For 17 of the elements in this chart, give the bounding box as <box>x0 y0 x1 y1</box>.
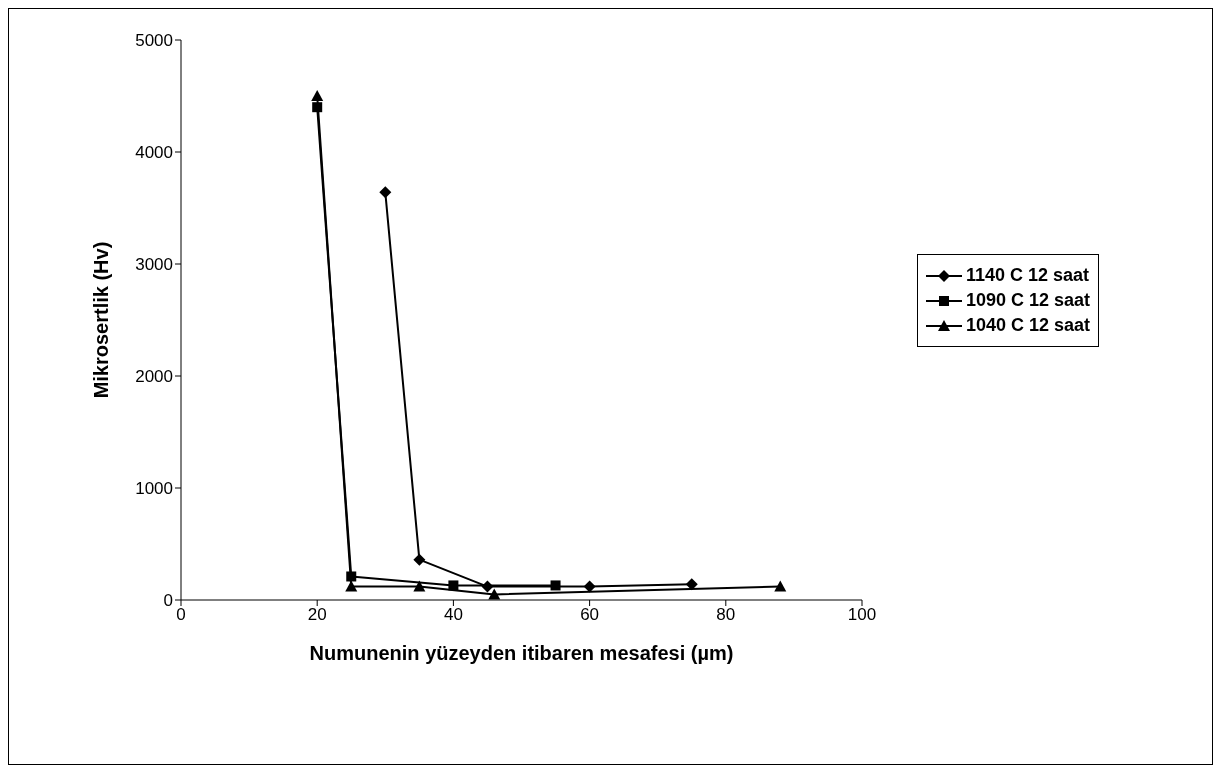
x-axis-title: Numunenin yüzeyden itibaren mesafesi (µm) <box>309 642 734 665</box>
y-tick-label: 0 <box>163 591 173 611</box>
x-tick-label: 40 <box>443 605 463 625</box>
x-tick-label: 0 <box>176 605 186 625</box>
y-tick-label: 4000 <box>135 143 173 163</box>
x-tick-label: 100 <box>847 605 877 625</box>
legend-label: 1040 C 12 saat <box>966 315 1091 336</box>
x-tick-label: 20 <box>307 605 327 625</box>
y-axis-title: Mikrosertlik (Hv) <box>90 241 113 399</box>
legend-label: 1140 C 12 saat <box>966 265 1090 286</box>
y-tick-label: 1000 <box>135 479 173 499</box>
x-tick-label: 80 <box>716 605 736 625</box>
y-tick-label: 5000 <box>135 31 173 51</box>
x-tick-label: 60 <box>580 605 600 625</box>
y-tick-label: 2000 <box>135 367 173 387</box>
y-tick-label: 3000 <box>135 255 173 275</box>
legend-label: 1090 C 12 saat <box>966 290 1091 311</box>
